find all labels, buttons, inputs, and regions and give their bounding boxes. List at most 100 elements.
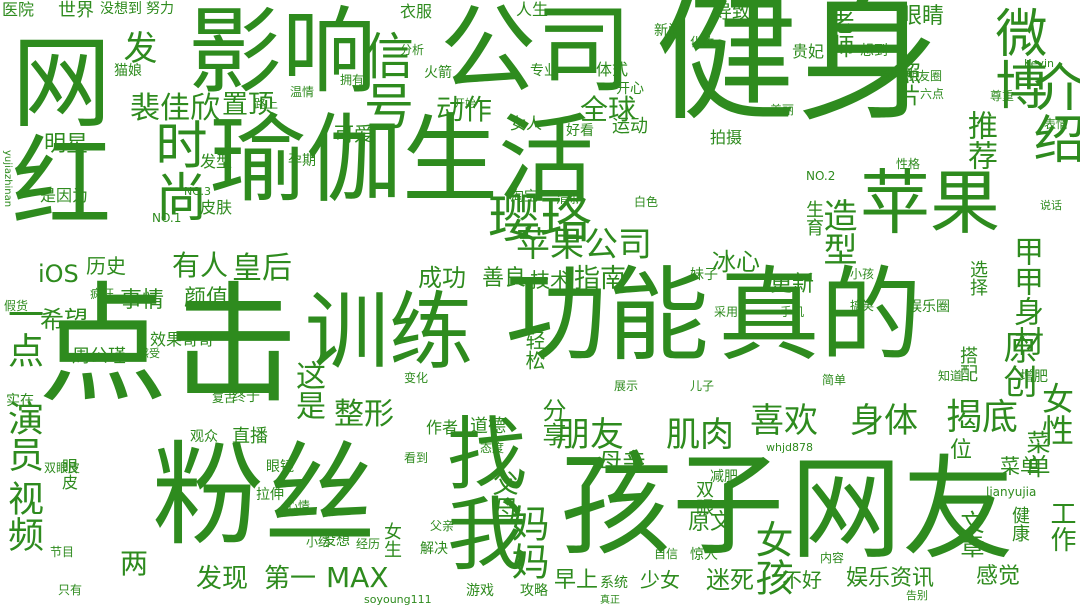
word: 可爱 <box>334 122 374 146</box>
word: 衣服 <box>400 2 433 21</box>
word: 女人 <box>510 114 543 133</box>
word: 终于 <box>232 389 260 405</box>
word: 孕期 <box>288 153 316 169</box>
word: 复古 <box>212 391 237 405</box>
word: 推荐 <box>962 110 997 170</box>
word: 演员 <box>2 400 43 472</box>
word: 影响 <box>188 0 377 107</box>
word: 有人 <box>172 249 229 282</box>
word: 工作 <box>1046 500 1076 552</box>
word: 是因为 <box>40 186 89 205</box>
word: 说话 <box>1040 199 1062 212</box>
word: 全球 <box>580 93 637 126</box>
word: 心情 <box>286 499 311 513</box>
word: 网友 <box>790 445 1014 575</box>
word: 手机 <box>780 305 805 319</box>
word: 段时间 <box>880 67 913 80</box>
word: 双眼 <box>693 480 714 516</box>
word: 新闻 <box>654 23 682 39</box>
word: 父亲 <box>430 519 455 533</box>
word: 小结 <box>306 535 331 549</box>
word: 苹果公司 <box>516 225 652 265</box>
word: 更新 <box>770 272 815 297</box>
word: 小孩 <box>850 267 875 281</box>
word: 选择 <box>967 260 988 296</box>
word: 这是 <box>290 360 325 420</box>
word: 发 <box>117 30 157 64</box>
word: 训练 <box>305 283 474 381</box>
word: 老师 <box>826 10 854 58</box>
word: 分享 <box>538 398 566 446</box>
word: 娱乐资讯 <box>846 566 935 591</box>
word: 表情 <box>1044 117 1069 131</box>
word: 原文 <box>688 510 733 535</box>
word: 周公瑾 <box>72 346 126 367</box>
word: 儿子 <box>690 379 715 393</box>
word: 生育 <box>803 200 824 236</box>
word: 内容 <box>820 551 845 565</box>
word: 态度 <box>480 441 505 455</box>
word: 指南 <box>574 264 627 294</box>
word: 开心 <box>616 81 644 97</box>
word: 发现 <box>196 564 249 594</box>
word: 白色 <box>634 195 659 209</box>
word: 原创 <box>997 330 1037 398</box>
word: 明星 <box>44 132 89 157</box>
word: 世界 <box>58 0 94 21</box>
word: 置顶 <box>222 90 275 120</box>
word: 网红 <box>0 30 111 230</box>
word: 效果哥哥 <box>150 330 215 349</box>
word: 经历 <box>356 537 381 551</box>
word: 开始 <box>454 97 476 110</box>
word: 采用 <box>714 305 739 319</box>
word: 妹子 <box>690 267 718 283</box>
word: 美丽 <box>770 103 795 117</box>
word: 颜值 <box>184 286 229 311</box>
word: 好看 <box>566 123 594 139</box>
word: 简单 <box>822 373 847 387</box>
word: 眼镜 <box>266 459 294 475</box>
word: 增肥 <box>1020 369 1048 385</box>
word: 健身 <box>655 0 939 141</box>
word: 视频 <box>2 480 43 552</box>
word: 分析 <box>400 43 425 57</box>
word: 璎珞 <box>488 190 593 250</box>
word: 善良 <box>482 266 527 291</box>
word: 朋友圈 <box>906 69 943 83</box>
word: 没想到 <box>100 1 142 17</box>
word: 皇后 <box>232 251 292 286</box>
word: 技术 <box>530 268 570 292</box>
word: 苹果 <box>860 162 1000 244</box>
word: 搭配 <box>957 346 978 382</box>
word: 攻略 <box>520 583 548 599</box>
word: 造型 <box>817 198 857 266</box>
word: 信号 <box>356 30 414 130</box>
word: 位 <box>950 438 973 463</box>
word: 母亲 <box>598 448 646 476</box>
word: 淘宝 <box>510 189 538 205</box>
word: 展示 <box>614 379 639 393</box>
word: 清新 <box>556 191 584 207</box>
word: 路上 <box>254 97 279 111</box>
word: 疯狂 <box>90 287 115 301</box>
word: 温情 <box>290 85 315 99</box>
word: 变化 <box>404 371 429 385</box>
word: 揭底 <box>946 397 1019 438</box>
word: 医院 <box>2 0 35 19</box>
word: 看到 <box>404 451 429 465</box>
word: 成功 <box>418 264 466 292</box>
word: 娱乐圈 <box>908 299 950 315</box>
word: 介绍 <box>1024 60 1080 164</box>
word: 想到 <box>860 43 888 59</box>
word: 肌肉 <box>666 415 734 455</box>
word: 火箭 <box>424 65 452 81</box>
word: 发型 <box>200 152 233 171</box>
word: 真的 <box>718 257 922 376</box>
word: 没想 <box>322 533 350 549</box>
word: 皮肤 <box>200 198 233 217</box>
word: 努力 <box>146 1 174 17</box>
word: whjd878 <box>766 441 814 454</box>
word: 拥有 <box>340 73 365 87</box>
word: 瑜伽 <box>210 104 402 216</box>
